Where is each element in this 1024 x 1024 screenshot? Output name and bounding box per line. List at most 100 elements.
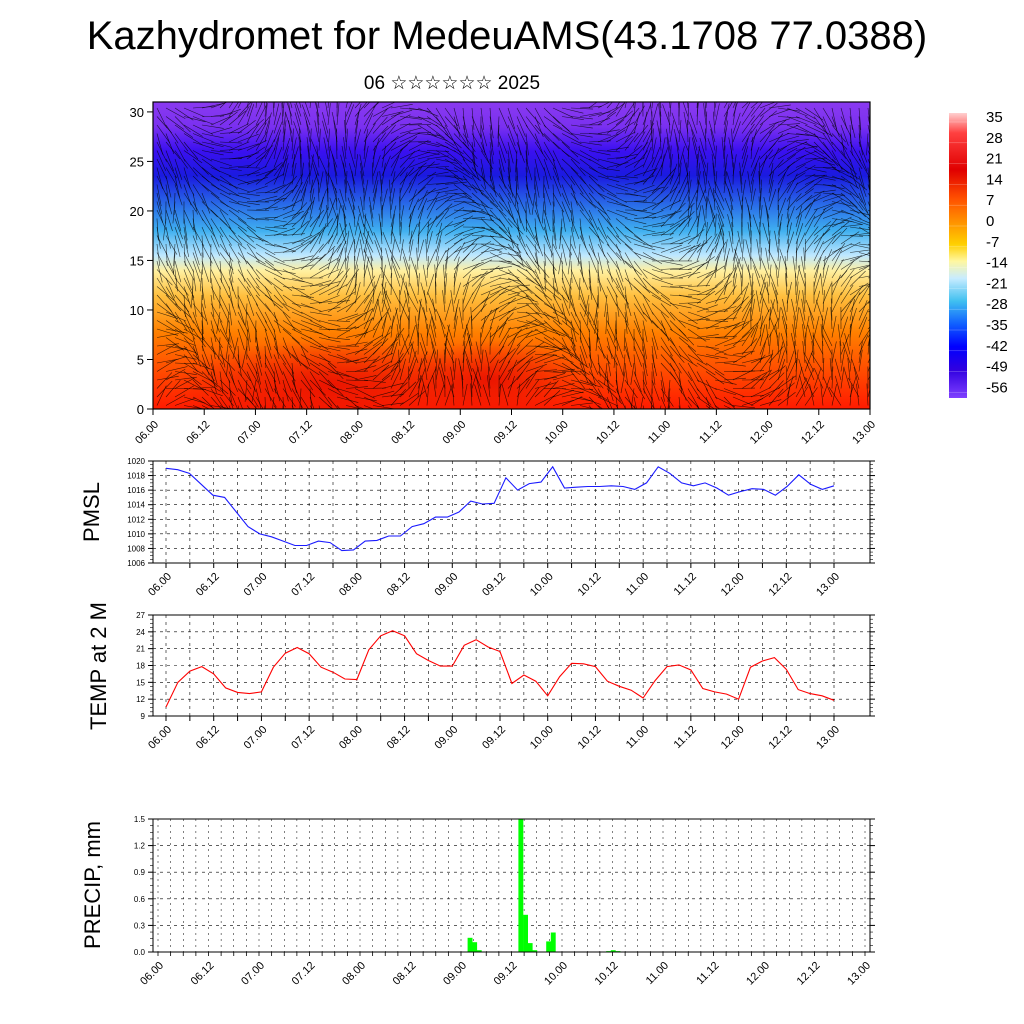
temperature-x-tick-label: 12.00 [719, 724, 747, 752]
pressure-x-tick-label: 11.12 [672, 571, 699, 598]
colorbar-label: 14 [986, 171, 1003, 188]
pressure-x-tick-label: 10.00 [528, 571, 556, 599]
heatmap-x-tick-label: 12.00 [748, 419, 776, 447]
heatmap-x-tick-label: 13.00 [850, 419, 878, 447]
subtitle: 06 ☆☆☆☆☆☆ 2025 [363, 73, 541, 94]
heatmap-y-tick-label: 25 [130, 154, 144, 169]
precipitation-x-tick-label: 12.00 [744, 960, 772, 988]
temperature-panel: 27 24 21 18 15 12 906.00 06.12 07.00 07.12 08.00 08… [86, 602, 875, 752]
colorbar-label: -49 [986, 359, 1008, 376]
colorbar-label: 21 [986, 151, 1003, 168]
colorbar-label: 7 [986, 192, 994, 209]
precipitation-x-tick-label: 06.12 [189, 960, 217, 988]
heatmap-x-tick-label: 11.12 [697, 419, 724, 446]
heatmap-x-tick-label: 09.00 [440, 419, 468, 447]
temperature-x-tick-label: 10.12 [576, 724, 604, 752]
precipitation-bars [467, 819, 621, 952]
heatmap-y-tick-label: 20 [130, 204, 144, 219]
heatmap-x-tick-label: 07.12 [287, 419, 315, 447]
pressure-y-tick-label: 1012 [127, 515, 145, 524]
precipitation-panel: 1.5 1.2 0.9 0.6 0.3 0.0 06.00 06.12 07.00 07.12 08… [80, 815, 875, 988]
precipitation-bar [518, 819, 524, 952]
pressure-x-tick-label: 12.12 [766, 571, 794, 599]
pressure-x-tick-label: 07.12 [289, 571, 317, 599]
heatmap-x-tick-label: 12.12 [799, 419, 827, 447]
temperature-heatmap-panel: 0 5 10 15 20 25 30 06.00 06.12 07.00 07.12 08.00 08.… [130, 101, 878, 447]
temperature-x-tick-label: 07.12 [289, 724, 317, 752]
heatmap-x-tick-label: 06.00 [133, 419, 161, 447]
temperature-x-tick-label: 07.00 [242, 724, 270, 752]
heatmap-x-tick-label: 11.00 [646, 419, 673, 446]
pressure-y-tick-label: 1006 [127, 559, 145, 568]
heatmap-x-tick-label: 10.12 [594, 419, 622, 447]
main-title: Kazhydromet for MedeuAMS(43.1708 77.0388… [86, 14, 928, 58]
pressure-y-tick-label: 1014 [127, 501, 145, 510]
precipitation-y-tick-label: 0.9 [134, 868, 146, 877]
pressure-y-tick-label: 1008 [127, 544, 145, 553]
precipitation-axis-label: PRECIP, mm [80, 821, 105, 949]
precipitation-x-tick-label: 11.12 [694, 960, 721, 987]
temperature-x-tick-label: 10.00 [528, 724, 556, 752]
precipitation-x-tick-label: 07.00 [239, 960, 267, 988]
temperature-x-tick-label: 09.00 [432, 724, 460, 752]
heatmap-y-tick-label: 5 [137, 352, 144, 367]
precipitation-bar [476, 950, 482, 952]
temperature-x-tick-label: 08.00 [337, 724, 365, 752]
colorbar-label: -7 [986, 234, 999, 251]
precipitation-y-tick-label: 0.3 [134, 921, 146, 930]
colorbar-label: -42 [986, 338, 1008, 355]
temperature-x-tick-label: 09.12 [480, 724, 508, 752]
temperature-y-tick-label: 9 [141, 712, 146, 721]
heatmap-y-tick-label: 10 [130, 303, 144, 318]
pressure-x-tick-label: 06.00 [146, 571, 174, 599]
colorbar-label: -14 [986, 255, 1008, 272]
pressure-x-tick-label: 10.12 [576, 571, 604, 599]
pressure-x-tick-label: 06.12 [194, 571, 222, 599]
colorbar-label: 35 [986, 109, 1003, 126]
precipitation-y-tick-label: 0.6 [134, 895, 146, 904]
temperature-x-tick-label: 13.00 [814, 724, 842, 752]
heatmap-x-tick-label: 07.00 [236, 419, 264, 447]
heatmap-y-tick-label: 15 [130, 253, 144, 268]
pressure-x-tick-label: 12.00 [719, 571, 747, 599]
precipitation-bar [546, 941, 552, 952]
precipitation-bar [472, 942, 478, 952]
precipitation-bar [523, 914, 528, 952]
colorbar-label: -28 [986, 296, 1008, 313]
precipitation-x-tick-label: 07.12 [290, 960, 318, 988]
precipitation-x-tick-label: 11.00 [644, 960, 671, 987]
precipitation-bar [550, 932, 556, 952]
precipitation-bar [610, 950, 616, 952]
precipitation-y-tick-label: 1.5 [134, 815, 146, 824]
precipitation-y-tick-label: 0.0 [134, 948, 146, 957]
colorbar-label: -21 [986, 275, 1008, 292]
precipitation-x-tick-label: 10.00 [542, 960, 570, 988]
temperature-y-tick-label: 12 [136, 695, 145, 704]
precipitation-y-tick-label: 1.2 [134, 842, 146, 851]
precipitation-x-tick-label: 10.12 [593, 960, 621, 988]
pressure-y-tick-label: 1018 [127, 472, 145, 481]
precipitation-x-tick-label: 08.00 [340, 960, 368, 988]
precipitation-x-tick-label: 13.00 [845, 960, 873, 988]
temperature-x-tick-label: 06.12 [194, 724, 222, 752]
colorbar-label: 28 [986, 130, 1003, 147]
temperature-x-tick-label: 12.12 [766, 724, 794, 752]
colorbar-label: -35 [986, 317, 1008, 334]
heatmap-y-tick-label: 30 [130, 105, 144, 120]
temperature-x-tick-label: 11.00 [624, 724, 651, 751]
colorbar-label: -56 [986, 379, 1008, 396]
pressure-y-tick-label: 1016 [127, 486, 145, 495]
pressure-axis-label: PMSL [79, 482, 104, 542]
temperature-y-tick-label: 27 [136, 611, 145, 620]
temperature-y-tick-label: 24 [136, 628, 145, 637]
pressure-x-tick-label: 08.12 [385, 571, 413, 599]
precipitation-bar [527, 943, 533, 952]
precipitation-x-tick-label: 06.00 [138, 960, 166, 988]
heatmap-x-tick-label: 08.00 [338, 419, 366, 447]
pressure-series-line [165, 465, 835, 552]
temperature-y-tick-label: 21 [136, 645, 145, 654]
heatmap-x-tick-label: 10.00 [543, 419, 571, 447]
precipitation-x-tick-label: 09.00 [441, 960, 469, 988]
temperature-x-tick-label: 11.12 [672, 724, 699, 751]
